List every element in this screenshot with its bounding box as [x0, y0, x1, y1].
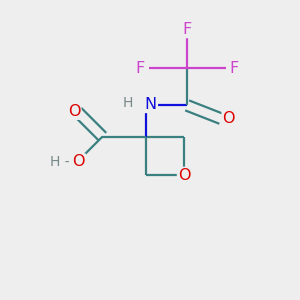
Text: O: O: [178, 168, 190, 183]
Text: F: F: [182, 22, 192, 37]
Text: N: N: [145, 97, 157, 112]
Text: H -: H -: [50, 155, 69, 169]
Text: O: O: [68, 104, 80, 119]
Text: O: O: [223, 111, 235, 126]
Text: F: F: [136, 61, 145, 76]
Text: H: H: [122, 96, 133, 110]
Text: O: O: [72, 154, 85, 169]
Text: F: F: [230, 61, 239, 76]
